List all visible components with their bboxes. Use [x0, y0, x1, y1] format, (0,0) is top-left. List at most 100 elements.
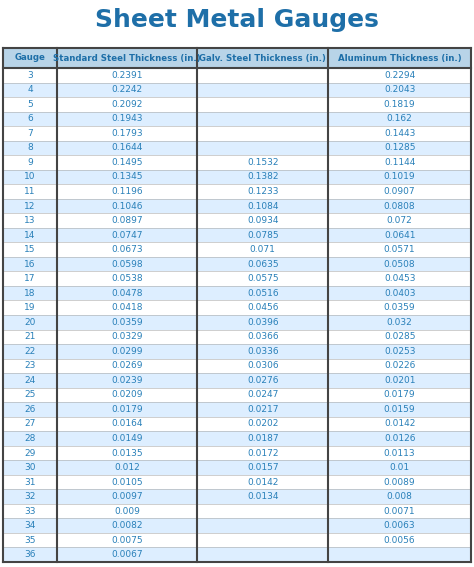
Text: 0.01: 0.01 [390, 463, 410, 472]
Bar [3, 329, 471, 344]
Text: 18: 18 [24, 289, 36, 298]
Bar [3, 213, 471, 228]
Text: 0.0538: 0.0538 [111, 274, 143, 283]
Text: 31: 31 [24, 477, 36, 486]
Text: 0.0808: 0.0808 [384, 201, 415, 210]
Text: 3: 3 [27, 71, 33, 80]
Text: 8: 8 [27, 143, 33, 153]
Text: 17: 17 [24, 274, 36, 283]
Text: 0.0453: 0.0453 [384, 274, 415, 283]
Bar [3, 155, 471, 170]
Text: 0.0403: 0.0403 [384, 289, 415, 298]
Text: 0.0179: 0.0179 [111, 405, 143, 414]
Text: 0.0673: 0.0673 [111, 245, 143, 254]
Text: 0.0253: 0.0253 [384, 347, 415, 356]
Text: 0.072: 0.072 [387, 216, 412, 225]
Text: 0.032: 0.032 [387, 318, 412, 327]
Text: 26: 26 [24, 405, 36, 414]
Text: 23: 23 [24, 361, 36, 370]
Text: Gauge: Gauge [15, 53, 46, 62]
Bar [3, 301, 471, 315]
Text: 0.0134: 0.0134 [247, 492, 279, 501]
Text: 0.0135: 0.0135 [111, 448, 143, 458]
Text: 0.1495: 0.1495 [111, 158, 143, 167]
Text: 0.0575: 0.0575 [247, 274, 279, 283]
Bar [3, 83, 471, 97]
Bar [3, 228, 471, 242]
Bar [3, 199, 471, 213]
Text: 25: 25 [24, 391, 36, 399]
Text: 15: 15 [24, 245, 36, 254]
Text: 0.0226: 0.0226 [384, 361, 415, 370]
Text: 0.0105: 0.0105 [111, 477, 143, 486]
Text: 0.2391: 0.2391 [111, 71, 143, 80]
Text: 0.1233: 0.1233 [247, 187, 279, 196]
Text: 0.1943: 0.1943 [111, 115, 143, 124]
Bar [3, 242, 471, 257]
Text: 9: 9 [27, 158, 33, 167]
Text: 0.0067: 0.0067 [111, 550, 143, 559]
Bar [3, 533, 471, 548]
Text: Standard Steel Thickness (in.): Standard Steel Thickness (in.) [53, 53, 201, 62]
Bar [3, 446, 471, 460]
Text: 0.0142: 0.0142 [247, 477, 278, 486]
Text: 0.0306: 0.0306 [247, 361, 279, 370]
Text: 12: 12 [24, 201, 36, 210]
Text: 24: 24 [24, 376, 36, 385]
Text: 0.0418: 0.0418 [111, 303, 143, 312]
Text: 0.0366: 0.0366 [247, 332, 279, 341]
Text: 0.0056: 0.0056 [384, 536, 415, 545]
Text: 14: 14 [24, 231, 36, 240]
Text: 0.0359: 0.0359 [384, 303, 415, 312]
Text: 0.1532: 0.1532 [247, 158, 279, 167]
Text: 0.1793: 0.1793 [111, 129, 143, 138]
Text: 0.0126: 0.0126 [384, 434, 415, 443]
Text: 0.0336: 0.0336 [247, 347, 279, 356]
Text: 0.0071: 0.0071 [384, 507, 415, 515]
Bar [3, 170, 471, 184]
Text: 0.0635: 0.0635 [247, 260, 279, 269]
Text: 0.0172: 0.0172 [247, 448, 279, 458]
Text: 19: 19 [24, 303, 36, 312]
Text: 0.0934: 0.0934 [247, 216, 279, 225]
Text: Aluminum Thickness (in.): Aluminum Thickness (in.) [338, 53, 462, 62]
Text: 0.0157: 0.0157 [247, 463, 279, 472]
Text: 4: 4 [27, 85, 33, 94]
Bar [3, 286, 471, 301]
Text: 0.0456: 0.0456 [247, 303, 279, 312]
Text: 0.1046: 0.1046 [111, 201, 143, 210]
Text: 0.0897: 0.0897 [111, 216, 143, 225]
Text: 0.0359: 0.0359 [111, 318, 143, 327]
Text: 0.0179: 0.0179 [384, 391, 415, 399]
Bar [3, 417, 471, 431]
Text: 16: 16 [24, 260, 36, 269]
Text: 0.0097: 0.0097 [111, 492, 143, 501]
Text: 27: 27 [24, 420, 36, 429]
Text: Sheet Metal Gauges: Sheet Metal Gauges [95, 8, 379, 32]
Text: 0.0217: 0.0217 [247, 405, 279, 414]
Bar [3, 373, 471, 388]
Text: 0.1144: 0.1144 [384, 158, 415, 167]
Text: 0.071: 0.071 [250, 245, 276, 254]
Text: 0.0142: 0.0142 [384, 420, 415, 429]
Text: 0.0747: 0.0747 [111, 231, 143, 240]
Bar [3, 257, 471, 272]
Text: 10: 10 [24, 172, 36, 181]
Bar [3, 97, 471, 112]
Text: 6: 6 [27, 115, 33, 124]
Text: 0.1443: 0.1443 [384, 129, 415, 138]
Text: 0.009: 0.009 [114, 507, 140, 515]
Text: 35: 35 [24, 536, 36, 545]
Text: 0.0516: 0.0516 [247, 289, 279, 298]
Bar [3, 68, 471, 83]
Text: 0.0201: 0.0201 [384, 376, 415, 385]
Bar [3, 504, 471, 518]
Text: 0.0508: 0.0508 [384, 260, 415, 269]
Text: 0.2294: 0.2294 [384, 71, 415, 80]
Text: 28: 28 [24, 434, 36, 443]
Text: 0.1084: 0.1084 [247, 201, 279, 210]
Text: 0.0907: 0.0907 [384, 187, 415, 196]
Bar [3, 315, 471, 329]
Bar [3, 141, 471, 155]
Text: 0.1644: 0.1644 [111, 143, 143, 153]
